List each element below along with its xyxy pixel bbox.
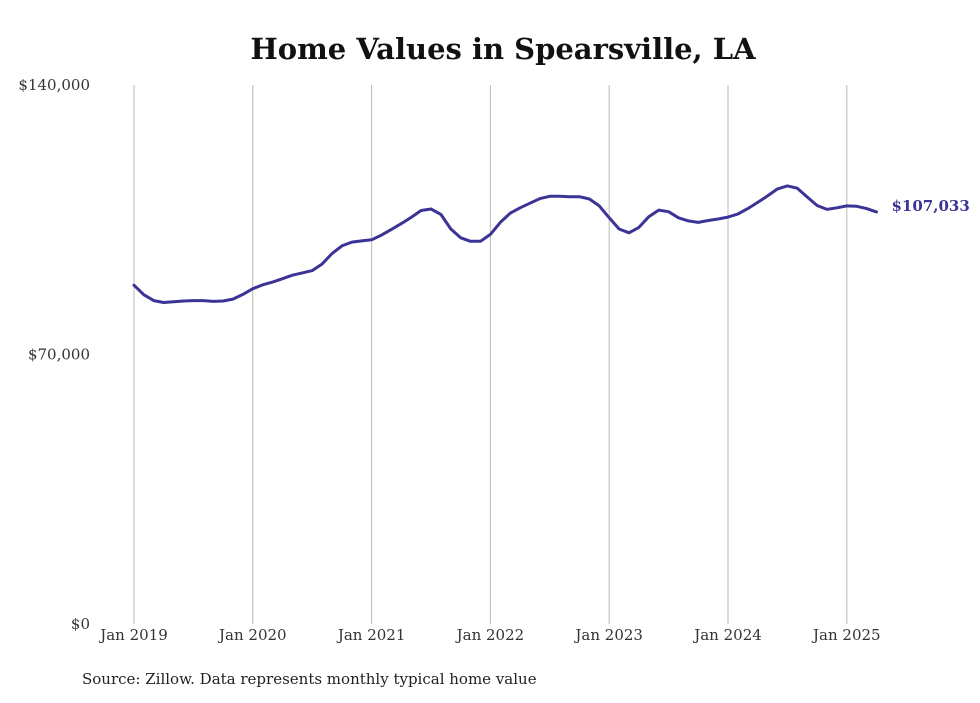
x-tick-label: Jan 2019 [98, 626, 168, 644]
x-tick-label: Jan 2021 [336, 626, 406, 644]
x-tick-label: Jan 2024 [692, 626, 762, 644]
end-value-label: $107,033 [892, 197, 970, 215]
series-line [132, 184, 878, 304]
y-tick-label: $0 [71, 615, 90, 633]
x-axis: Jan 2019 Jan 2020 Jan 2021 Jan 2022 Jan 2023… [98, 626, 880, 644]
x-tick-label: Jan 2020 [217, 626, 287, 644]
x-tick-label: Jan 2022 [455, 626, 525, 644]
chart-title: Home Values in Spearsville, LA [250, 32, 756, 66]
y-axis: $0 $70,000 $140,000 [18, 76, 90, 633]
y-tick-label: $140,000 [18, 76, 90, 94]
x-tick-label: Jan 2025 [811, 626, 881, 644]
source-note: Source: Zillow. Data represents monthly … [82, 670, 537, 688]
y-tick-label: $70,000 [28, 346, 90, 364]
gridlines [133, 85, 848, 624]
x-tick-label: Jan 2023 [573, 626, 643, 644]
series-layer: $107,033 [132, 184, 970, 304]
